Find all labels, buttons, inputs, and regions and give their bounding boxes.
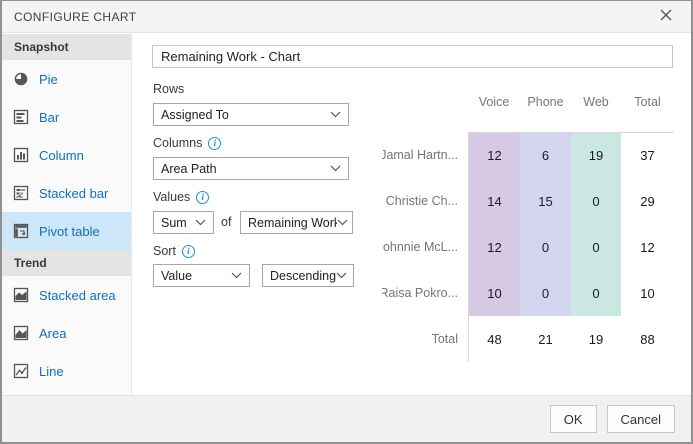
sidebar-item-label: Area [39,325,67,341]
pivot-total-cell: 21 [538,331,553,347]
bar-chart-icon [13,109,29,125]
chevron-down-icon [337,219,348,226]
pivot-cell: 12 [640,239,655,255]
chevron-down-icon [330,111,341,118]
section-header-trend: Trend [2,250,131,276]
dialog-titlebar: CONFIGURE CHART [2,1,691,33]
chart-name-input[interactable] [152,45,673,68]
pivot-row-label: Johnnie McL... [382,240,458,254]
pivot-cell: 10 [640,285,655,301]
column-chart-icon [13,147,29,163]
pie-chart-icon [13,71,29,87]
pivot-cell: 0 [520,224,571,270]
values-field-dropdown[interactable]: Remaining Work [240,211,353,234]
values-connector-text: of [221,215,232,229]
chart-type-sidebar: Snapshot Pie Bar Column Stacked bar [2,34,132,395]
dialog-title: CONFIGURE CHART [14,9,137,24]
values-aggregation-dropdown[interactable]: Sum [153,211,214,234]
pivot-cell: 37 [621,132,674,178]
sort-direction-dropdown[interactable]: Descending [262,264,354,287]
pivot-row-label: Raisa Pokro... [382,286,458,300]
pivot-cell: 10 [468,270,520,316]
section-header-snapshot: Snapshot [2,34,131,60]
pivot-cell: 14 [468,178,520,224]
sidebar-item-label: Line [39,363,64,379]
pivot-cell: 0 [571,270,621,316]
sidebar-item-pie[interactable]: Pie [2,60,131,98]
ok-button[interactable]: OK [549,405,597,433]
values-label: Values i [153,190,210,204]
sidebar-item-stacked-bar[interactable]: Stacked bar [2,174,131,212]
area-chart-icon [13,325,29,341]
pivot-total-cell: 88 [640,331,655,347]
stacked-bar-chart-icon [13,185,29,201]
rows-dropdown[interactable]: Assigned To [153,103,349,126]
sort-by-dropdown[interactable]: Value [153,264,250,287]
sidebar-item-pivot-table[interactable]: Pivot table [2,212,131,250]
pivot-cell: 6 [520,132,571,178]
sidebar-item-label: Stacked area [39,287,116,303]
columns-dropdown[interactable]: Area Path [153,157,349,180]
chevron-down-icon [330,165,341,172]
pivot-cell: 12 [468,224,520,270]
pivot-column-header: Voice [478,94,510,109]
sidebar-item-label: Stacked bar [39,185,109,201]
pivot-column-header: Phone [527,94,564,109]
close-button[interactable] [653,4,679,30]
pivot-cell: 0 [571,224,621,270]
dialog-footer: OK Cancel [2,395,691,442]
pivot-column-header: Total [634,94,661,109]
pivot-cell: 0 [520,270,571,316]
info-icon[interactable]: i [208,136,222,150]
pivot-column-header: Web [583,94,609,109]
info-icon[interactable]: i [181,244,195,258]
pivot-total-cell: 48 [468,316,520,362]
line-chart-icon [13,363,29,379]
sidebar-item-label: Bar [39,109,60,125]
chevron-down-icon [195,219,206,226]
pivot-preview: Voice Phone Web Total Jamal Hartn... 12 … [382,86,674,362]
pivot-cell: 0 [571,178,621,224]
sidebar-item-stacked-area[interactable]: Stacked area [2,276,131,314]
sidebar-item-label: Pivot table [39,223,100,239]
sidebar-item-area[interactable]: Area [2,314,131,352]
pivot-total-cell: 19 [588,331,604,347]
chevron-down-icon [336,272,347,279]
cancel-button[interactable]: Cancel [606,405,675,433]
pivot-cell: 12 [468,132,520,178]
pivot-row-label: Jamal Hartn... [382,148,458,162]
sidebar-item-column[interactable]: Column [2,136,131,174]
pivot-cell: 19 [571,132,621,178]
rows-label: Rows [153,82,185,96]
chevron-down-icon [231,272,242,279]
info-icon[interactable]: i [196,190,210,204]
pivot-cell: 15 [520,178,571,224]
sort-label: Sort i [153,244,195,258]
close-icon [659,8,673,25]
pivot-total-row-label: Total [431,332,458,346]
sidebar-item-bar[interactable]: Bar [2,98,131,136]
sidebar-item-label: Pie [39,71,58,87]
columns-label: Columns i [153,136,222,150]
stacked-area-chart-icon [13,287,29,303]
pivot-row-label: Christie Ch... [385,194,458,208]
sidebar-item-line[interactable]: Line [2,352,131,390]
pivot-table-icon [13,223,29,239]
sidebar-item-label: Column [39,147,84,163]
pivot-cell: 29 [640,193,655,209]
pivot-corner [382,86,468,117]
